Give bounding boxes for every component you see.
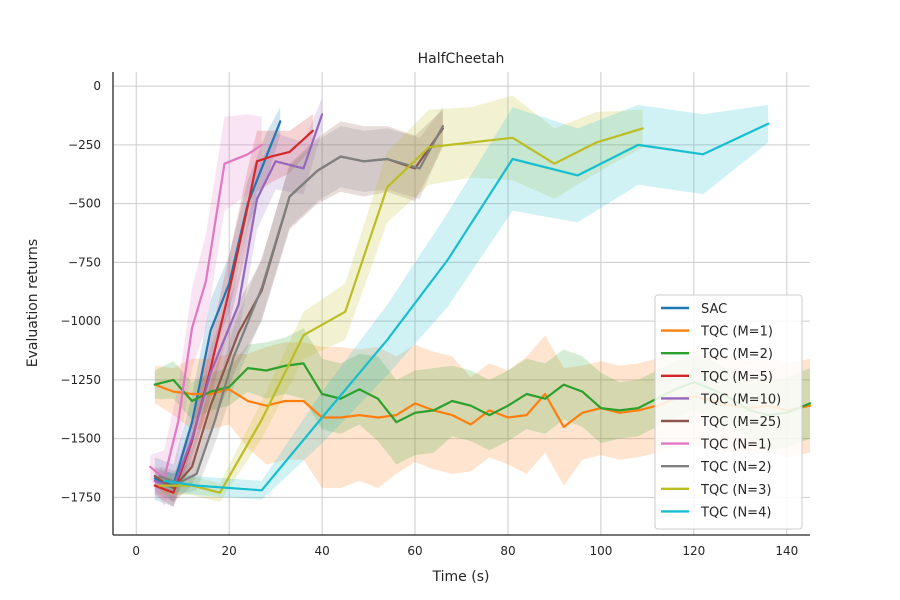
line-sac <box>153 120 282 487</box>
x-tick-label: 60 <box>407 544 422 558</box>
legend: SAC TQC (M=1) TQC (M=2) TQC (M=5) TQC (M=10)… <box>654 294 803 530</box>
chart-title: HalfCheetah <box>418 51 505 67</box>
legend-label-tqc-n-3: TQC (N=3) <box>700 483 771 498</box>
line-tqc-m-10 <box>153 113 324 490</box>
legend-label-tqc-n-4: TQC (N=4) <box>700 505 771 520</box>
legend-label-tqc-m-2: TQC (M=2) <box>700 347 773 362</box>
band-tqc-m-2 <box>154 328 811 465</box>
legend-label-tqc-m-1: TQC (M=1) <box>700 325 773 340</box>
x-tick-label: 100 <box>589 544 612 558</box>
legend-box <box>654 294 803 530</box>
y-tick-label: −1750 <box>60 490 101 504</box>
line-tqc-n-3 <box>158 127 644 494</box>
y-axis-title: Evaluation returns <box>25 239 41 367</box>
x-tick-label: 20 <box>222 544 237 558</box>
y-tick-label: 0 <box>93 79 101 93</box>
x-tick-label: 120 <box>682 544 705 558</box>
band-sac <box>154 107 281 507</box>
y-tick-label: −1250 <box>60 373 101 387</box>
legend-label-tqc-n-2: TQC (N=2) <box>700 460 771 475</box>
band-tqc-n-4 <box>164 104 769 500</box>
legend-label-tqc-n-1: TQC (N=1) <box>700 438 771 453</box>
line-tqc-n-2 <box>158 124 444 485</box>
tick-labels: 0 20 40 60 80 100 120 140 0 −250 −500 −750 −1000 −125… <box>60 79 798 558</box>
line-tqc-m-5 <box>153 129 314 494</box>
legend-label-tqc-m-25: TQC (M=25) <box>700 415 781 430</box>
x-tick-label: 0 <box>132 544 140 558</box>
line-tqc-n-1 <box>149 143 263 480</box>
x-tick-label: 40 <box>314 544 329 558</box>
y-tick-label: −500 <box>68 197 101 211</box>
x-tick-label: 80 <box>500 544 515 558</box>
y-tick-label: −250 <box>68 138 101 152</box>
band-tqc-n-1 <box>150 114 262 507</box>
axes <box>112 72 810 536</box>
band-tqc-n-3 <box>159 95 643 503</box>
y-tick-label: −1500 <box>60 432 101 446</box>
legend-label-sac: SAC <box>701 302 727 317</box>
y-tick-label: −750 <box>68 255 101 269</box>
x-tick-label: 140 <box>775 544 798 558</box>
x-axis-title: Time (s) <box>432 569 490 585</box>
legend-label-tqc-m-5: TQC (M=5) <box>700 370 773 385</box>
line-tqc-n-4 <box>163 122 770 492</box>
band-tqc-m-5 <box>154 114 313 507</box>
legend-label-tqc-m-10: TQC (M=10) <box>700 392 781 407</box>
y-tick-label: −1000 <box>60 314 101 328</box>
